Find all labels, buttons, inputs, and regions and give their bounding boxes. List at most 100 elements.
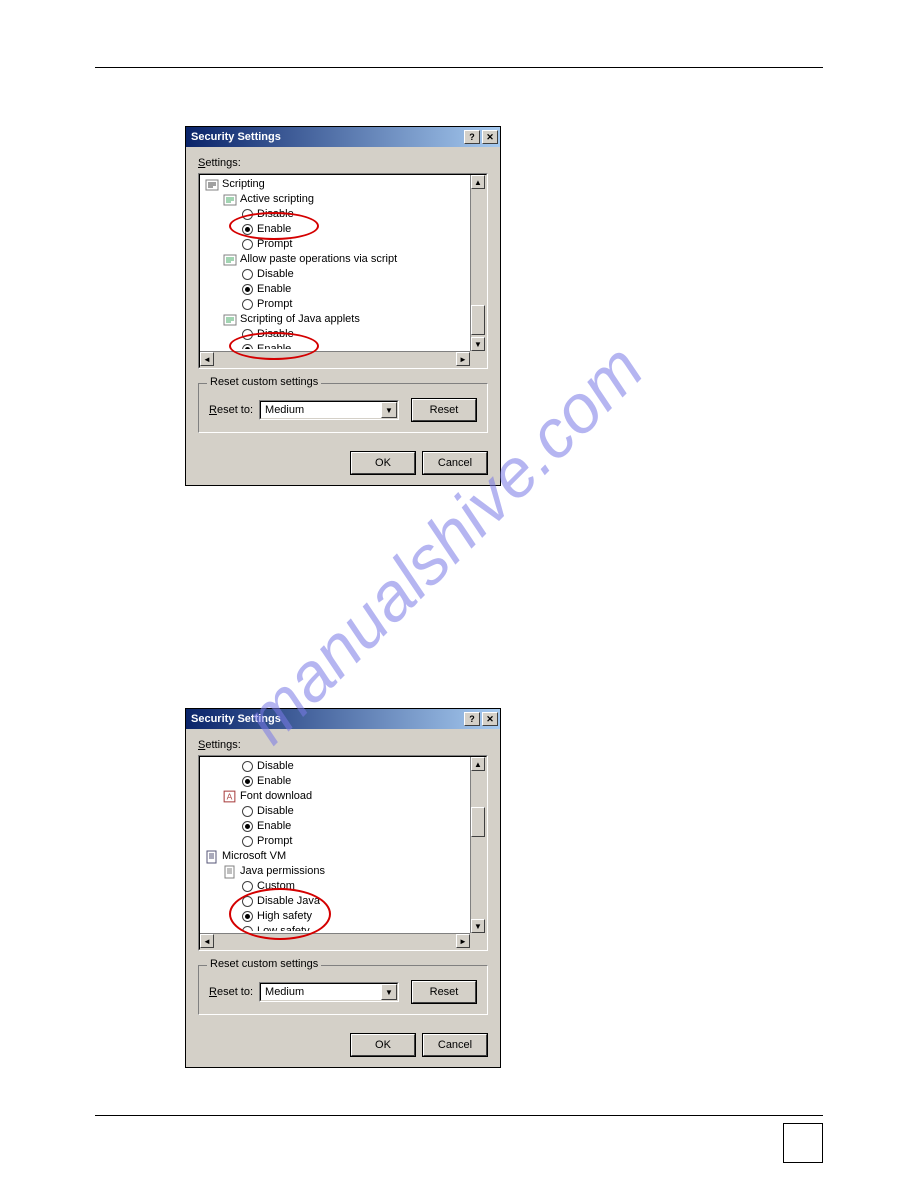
- chevron-down-icon[interactable]: ▼: [381, 984, 397, 1000]
- tree-group: Java permissions: [202, 864, 468, 879]
- script-icon: [222, 312, 237, 327]
- radio-icon: [242, 776, 253, 787]
- tree-option[interactable]: Disable: [202, 207, 468, 222]
- settings-tree: Disable Enable A Font download Disable E…: [198, 755, 488, 951]
- radio-icon: [242, 821, 253, 832]
- tree-category-label: Microsoft VM: [222, 849, 286, 864]
- scroll-thumb[interactable]: [471, 305, 485, 335]
- titlebar: Security Settings ? ✕: [186, 709, 500, 729]
- settings-label: Settings:: [198, 739, 488, 751]
- dialog-title: Security Settings: [188, 713, 462, 725]
- radio-icon: [242, 224, 253, 235]
- scroll-up-button[interactable]: ▲: [471, 175, 485, 189]
- scroll-left-button[interactable]: ◄: [200, 934, 214, 948]
- svg-text:A: A: [227, 792, 233, 802]
- vm-icon: [204, 849, 219, 864]
- tree-option[interactable]: High safety: [202, 909, 468, 924]
- scroll-corner: [470, 933, 486, 949]
- scroll-right-button[interactable]: ►: [456, 352, 470, 366]
- vertical-scrollbar[interactable]: ▲ ▼: [470, 757, 486, 933]
- tree-group-label: Active scripting: [240, 192, 314, 207]
- close-button[interactable]: ✕: [482, 712, 498, 726]
- tree-group: A Font download: [202, 789, 468, 804]
- radio-icon: [242, 284, 253, 295]
- java-icon: [222, 864, 237, 879]
- tree-option[interactable]: Enable: [202, 819, 468, 834]
- tree-option[interactable]: Disable Java: [202, 894, 468, 909]
- radio-icon: [242, 299, 253, 310]
- reset-button[interactable]: Reset: [412, 981, 476, 1003]
- dialog-title: Security Settings: [188, 131, 462, 143]
- settings-label: Settings:: [198, 157, 488, 169]
- script-icon: [222, 192, 237, 207]
- cancel-button[interactable]: Cancel: [423, 1034, 487, 1056]
- reset-level-combo[interactable]: Medium ▼: [259, 400, 399, 420]
- radio-icon: [242, 761, 253, 772]
- tree-option[interactable]: Disable: [202, 327, 468, 342]
- horizontal-scrollbar[interactable]: ◄ ►: [200, 351, 470, 367]
- scroll-down-button[interactable]: ▼: [471, 919, 485, 933]
- horizontal-scrollbar[interactable]: ◄ ►: [200, 933, 470, 949]
- scripting-icon: [204, 177, 219, 192]
- ok-button[interactable]: OK: [351, 452, 415, 474]
- tree-option[interactable]: Disable: [202, 804, 468, 819]
- tree-group: Allow paste operations via script: [202, 252, 468, 267]
- tree-category-label: Scripting: [222, 177, 265, 192]
- tree-group: Active scripting: [202, 192, 468, 207]
- font-icon: A: [222, 789, 237, 804]
- radio-icon: [242, 806, 253, 817]
- vertical-scrollbar[interactable]: ▲ ▼: [470, 175, 486, 351]
- security-settings-dialog-2: Security Settings ? ✕ Settings: Disable …: [185, 708, 501, 1068]
- help-button[interactable]: ?: [464, 712, 480, 726]
- tree-group-label: Allow paste operations via script: [240, 252, 397, 267]
- security-settings-dialog-1: Security Settings ? ✕ Settings: Scriptin…: [185, 126, 501, 486]
- tree-group-label: Java permissions: [240, 864, 325, 879]
- page-number-box: [783, 1123, 823, 1163]
- tree-group-label: Font download: [240, 789, 312, 804]
- tree-option[interactable]: Low safety: [202, 924, 468, 931]
- radio-icon: [242, 344, 253, 349]
- ok-button[interactable]: OK: [351, 1034, 415, 1056]
- settings-tree: Scripting Active scripting Disable Enabl…: [198, 173, 488, 369]
- script-icon: [222, 252, 237, 267]
- radio-icon: [242, 911, 253, 922]
- scroll-down-button[interactable]: ▼: [471, 337, 485, 351]
- reset-button[interactable]: Reset: [412, 399, 476, 421]
- tree-option[interactable]: Prompt: [202, 834, 468, 849]
- combo-value: Medium: [265, 404, 304, 416]
- reset-groupbox: Reset custom settings Reset to: Medium ▼…: [198, 383, 488, 433]
- tree-option[interactable]: Enable: [202, 282, 468, 297]
- tree-option[interactable]: Enable: [202, 342, 468, 349]
- radio-icon: [242, 209, 253, 220]
- tree-option[interactable]: Prompt: [202, 297, 468, 312]
- tree-category: Scripting: [202, 177, 468, 192]
- reset-groupbox: Reset custom settings Reset to: Medium ▼…: [198, 965, 488, 1015]
- tree-option[interactable]: Enable: [202, 222, 468, 237]
- combo-value: Medium: [265, 986, 304, 998]
- scroll-thumb[interactable]: [471, 807, 485, 837]
- reset-group-title: Reset custom settings: [207, 376, 321, 388]
- scroll-corner: [470, 351, 486, 367]
- scroll-up-button[interactable]: ▲: [471, 757, 485, 771]
- tree-group-label: Scripting of Java applets: [240, 312, 360, 327]
- page-rule-bottom: [95, 1115, 823, 1116]
- help-button[interactable]: ?: [464, 130, 480, 144]
- cancel-button[interactable]: Cancel: [423, 452, 487, 474]
- tree-option[interactable]: Prompt: [202, 237, 468, 252]
- tree-option[interactable]: Custom: [202, 879, 468, 894]
- tree-option[interactable]: Disable: [202, 267, 468, 282]
- tree-category: Microsoft VM: [202, 849, 468, 864]
- scroll-left-button[interactable]: ◄: [200, 352, 214, 366]
- radio-icon: [242, 896, 253, 907]
- reset-level-combo[interactable]: Medium ▼: [259, 982, 399, 1002]
- reset-group-title: Reset custom settings: [207, 958, 321, 970]
- close-button[interactable]: ✕: [482, 130, 498, 144]
- radio-icon: [242, 329, 253, 340]
- tree-option[interactable]: Disable: [202, 759, 468, 774]
- chevron-down-icon[interactable]: ▼: [381, 402, 397, 418]
- tree-option[interactable]: Enable: [202, 774, 468, 789]
- scroll-right-button[interactable]: ►: [456, 934, 470, 948]
- reset-to-label: Reset to:: [209, 404, 253, 416]
- tree-group: Scripting of Java applets: [202, 312, 468, 327]
- radio-icon: [242, 269, 253, 280]
